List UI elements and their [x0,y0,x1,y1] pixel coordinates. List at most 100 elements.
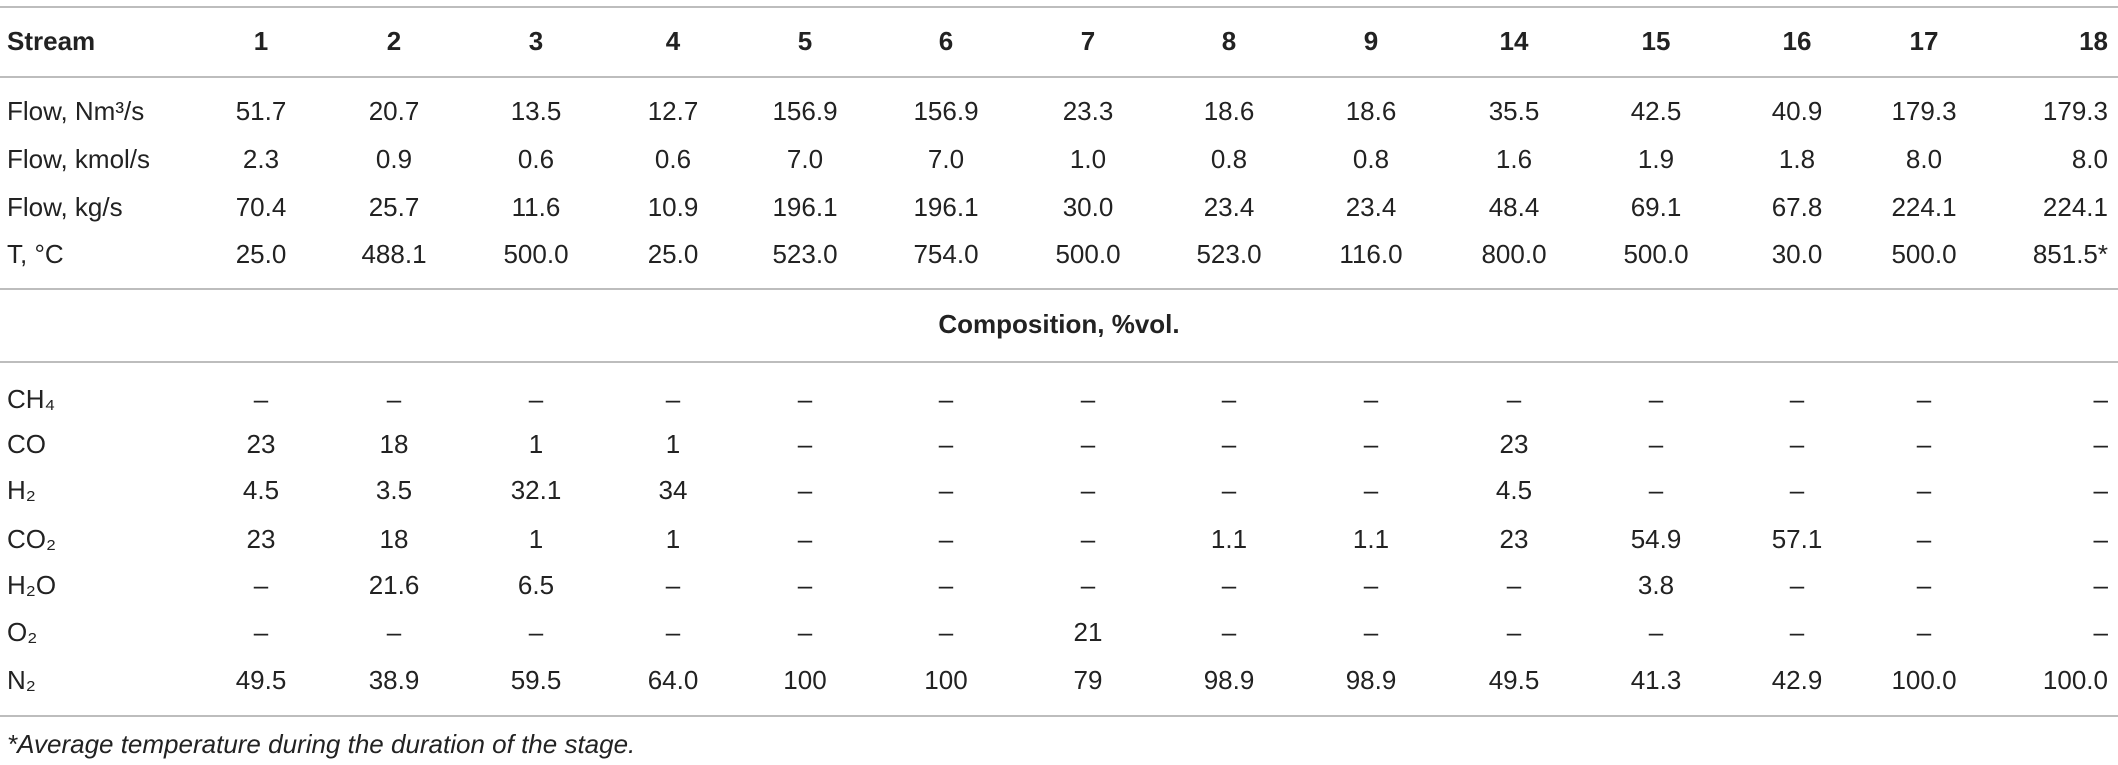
row-cell: 23.4 [1345,192,1397,222]
composition-row-cell: – [938,429,954,459]
row-cell: 25.0 [235,239,287,269]
composition-row-cell: 100.0 [1891,665,1957,695]
composition-row-cell: – [1363,475,1379,505]
composition-row-cell: 23 [1499,524,1529,554]
composition-row-cell: 4.5 [242,475,280,505]
composition-row-cell: – [797,475,813,505]
row-cell: 30.0 [1062,192,1114,222]
composition-row-cell: – [797,617,813,647]
composition-row-cell: – [1080,384,1096,414]
composition-row-cell: – [253,384,269,414]
composition-row-cell: 41.3 [1630,665,1682,695]
composition-row-cell: – [938,384,954,414]
composition-row-cell: 79 [1073,665,1103,695]
row-cell: 488.1 [361,239,427,269]
composition-row-cell: 1 [665,429,681,459]
row-cell: 500.0 [1055,239,1121,269]
row-cell: 224.1 [2042,192,2108,222]
header-cell: 1 [253,26,269,56]
composition-row-cell: 1.1 [1352,524,1390,554]
composition-row-cell: – [528,617,544,647]
composition-row-label: CH₄ [7,384,56,414]
composition-row-cell: – [1648,475,1664,505]
composition-row-cell: – [1506,570,1522,600]
composition-row-cell: 18 [379,429,409,459]
composition-row-cell: 38.9 [368,665,420,695]
composition-row-cell: 23 [246,429,276,459]
composition-row-cell: – [253,570,269,600]
composition-row-cell: – [1506,384,1522,414]
composition-row-cell: 21 [1073,617,1103,647]
composition-row-cell: 59.5 [510,665,562,695]
composition-row-cell: – [1221,384,1237,414]
row-cell: 1.9 [1637,144,1675,174]
composition-row-cell: – [938,475,954,505]
row-cell: 500.0 [1623,239,1689,269]
composition-row-cell: – [253,617,269,647]
composition-row-cell: – [1916,570,1932,600]
composition-row-cell: 64.0 [647,665,699,695]
composition-row-cell: – [1080,524,1096,554]
composition-row-cell: – [665,570,681,600]
header-cell: 9 [1363,26,1379,56]
composition-row-cell: – [2093,524,2108,554]
rule [0,6,2118,8]
composition-row-cell: 57.1 [1771,524,1823,554]
composition-row-cell: – [1221,475,1237,505]
row-cell: 7.0 [786,144,824,174]
row-cell: 0.6 [517,144,555,174]
header-cell: 7 [1080,26,1096,56]
row-cell: 754.0 [913,239,979,269]
composition-row-cell: – [938,570,954,600]
composition-row-cell: – [1221,429,1237,459]
header-label: Stream [7,26,96,56]
row-cell: 179.3 [1891,96,1957,126]
row-cell: 800.0 [1481,239,1547,269]
row-label: Flow, Nm³/s [7,96,145,126]
composition-row-cell: 1 [665,524,681,554]
composition-row-cell: 42.9 [1771,665,1823,695]
header-cell: 5 [797,26,813,56]
row-cell: 8.0 [1905,144,1943,174]
composition-row-cell: 23 [1499,429,1529,459]
composition-row-cell: – [1080,475,1096,505]
composition-row-cell: – [1916,384,1932,414]
header-cell: 15 [1641,26,1671,56]
composition-row-cell: – [1080,570,1096,600]
row-label: Flow, kg/s [7,192,123,222]
rule [0,715,2118,717]
composition-row-cell: 54.9 [1630,524,1682,554]
composition-row-cell: – [1916,524,1932,554]
composition-row-cell: – [1363,617,1379,647]
row-cell: 23.4 [1203,192,1255,222]
composition-row-cell: – [1789,617,1805,647]
row-cell: 12.7 [647,96,699,126]
composition-row-cell: 3.8 [1637,570,1675,600]
row-cell: 51.7 [235,96,287,126]
composition-row-label: CO₂ [7,524,57,554]
row-label: T, °C [7,239,64,269]
composition-row-cell: 34 [658,475,688,505]
composition-row-cell: – [1506,617,1522,647]
rule [0,76,2118,78]
header-cell: 14 [1499,26,1529,56]
composition-row-cell: – [1648,617,1664,647]
composition-row-cell: 98.9 [1203,665,1255,695]
composition-row-cell: – [1363,384,1379,414]
row-cell: 70.4 [235,192,287,222]
row-cell: 196.1 [913,192,979,222]
row-cell: 0.6 [654,144,692,174]
row-cell: 156.9 [772,96,838,126]
row-cell: 0.9 [375,144,413,174]
composition-row-cell: – [1080,429,1096,459]
composition-row-label: H₂O [7,570,57,600]
composition-row-cell: 100 [924,665,968,695]
row-cell: 116.0 [1339,239,1403,269]
composition-row-cell: 3.5 [375,475,413,505]
row-label: Flow, kmol/s [7,144,151,174]
composition-row-cell: – [1221,570,1237,600]
row-cell: 523.0 [772,239,838,269]
composition-row-cell: 23 [246,524,276,554]
composition-row-cell: – [2093,475,2108,505]
